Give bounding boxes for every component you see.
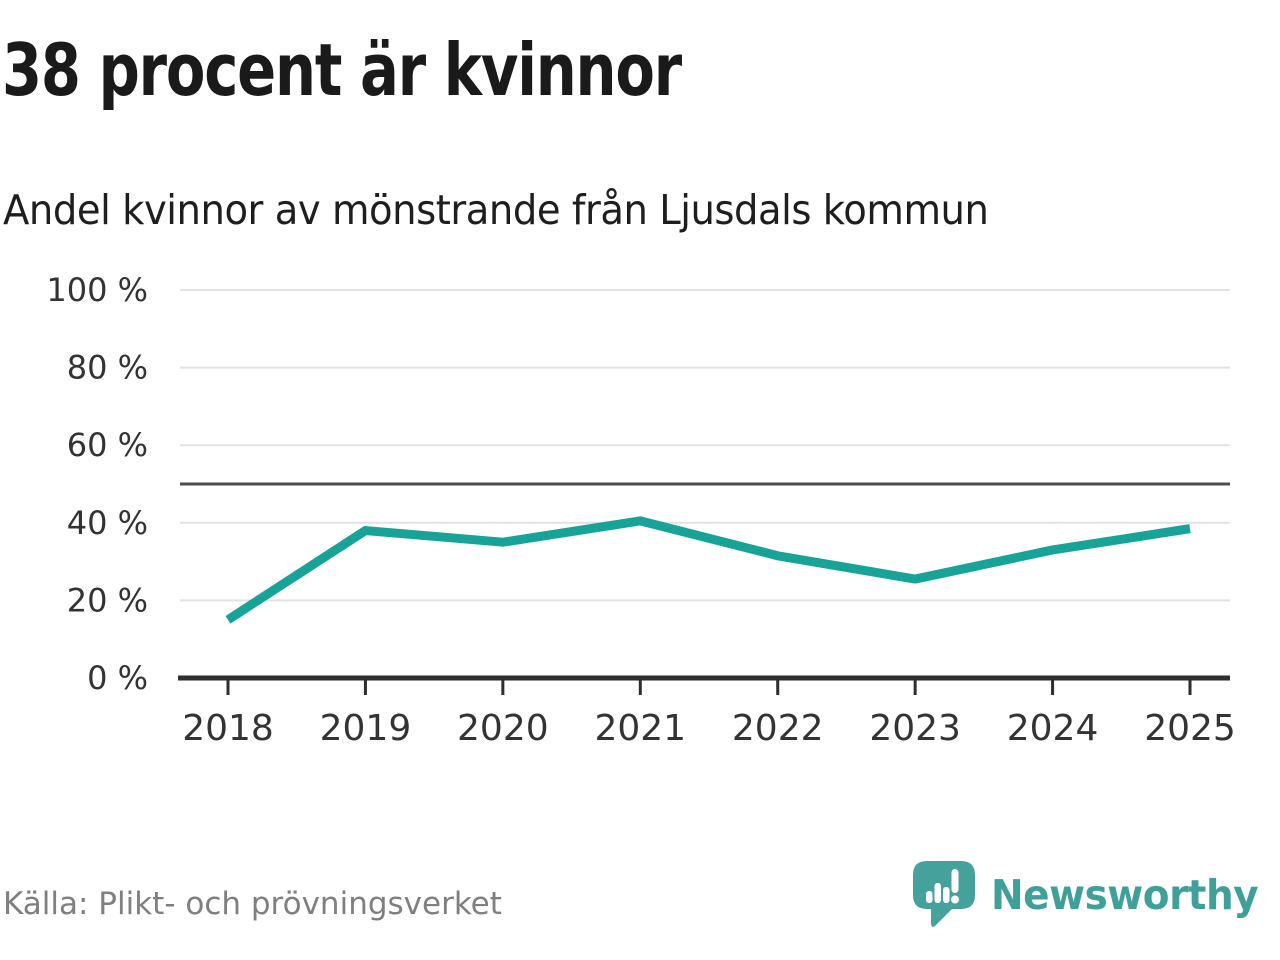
- chart-title: 38 procent är kvinnor: [2, 28, 682, 112]
- brand-name: Newsworthy: [990, 871, 1259, 919]
- logo-bar-2: [934, 883, 941, 903]
- y-tick-label: 80 %: [67, 349, 148, 387]
- source-note: Källa: Plikt- och prövningsverket: [3, 886, 502, 922]
- x-tick-label: 2022: [732, 708, 824, 749]
- y-tick-label: 20 %: [67, 581, 148, 619]
- x-tick-label: 2018: [182, 708, 274, 749]
- y-tick-label: 60 %: [67, 426, 148, 464]
- x-tick-label: 2019: [320, 708, 412, 749]
- logo-bar-3: [942, 887, 950, 903]
- x-tick-label: 2024: [1007, 708, 1099, 749]
- series-line: [225, 516, 1191, 624]
- logo-exclamation-stem: [951, 869, 959, 893]
- x-tick-label: 2020: [457, 708, 549, 749]
- speech-bubble-bar-chart-icon: [912, 861, 975, 927]
- line-chart: 0 % 20 % 40 % 60 % 80 % 100 % 2018 2019 2020 2021…: [46, 271, 1236, 749]
- newsworthy-brand: Newsworthy: [912, 860, 1272, 930]
- x-tick-label: 2025: [1144, 708, 1236, 749]
- y-tick-label: 40 %: [67, 504, 148, 542]
- chart-subtitle: Andel kvinnor av mönstrande från Ljusdal…: [3, 186, 989, 234]
- x-tick-label: 2023: [869, 708, 961, 749]
- logo-bar-1: [925, 891, 933, 903]
- y-tick-label: 100 %: [46, 271, 148, 309]
- x-tick-label: 2021: [594, 708, 686, 749]
- logo-exclamation-dot: [950, 895, 959, 904]
- y-tick-label: 0 %: [87, 659, 148, 697]
